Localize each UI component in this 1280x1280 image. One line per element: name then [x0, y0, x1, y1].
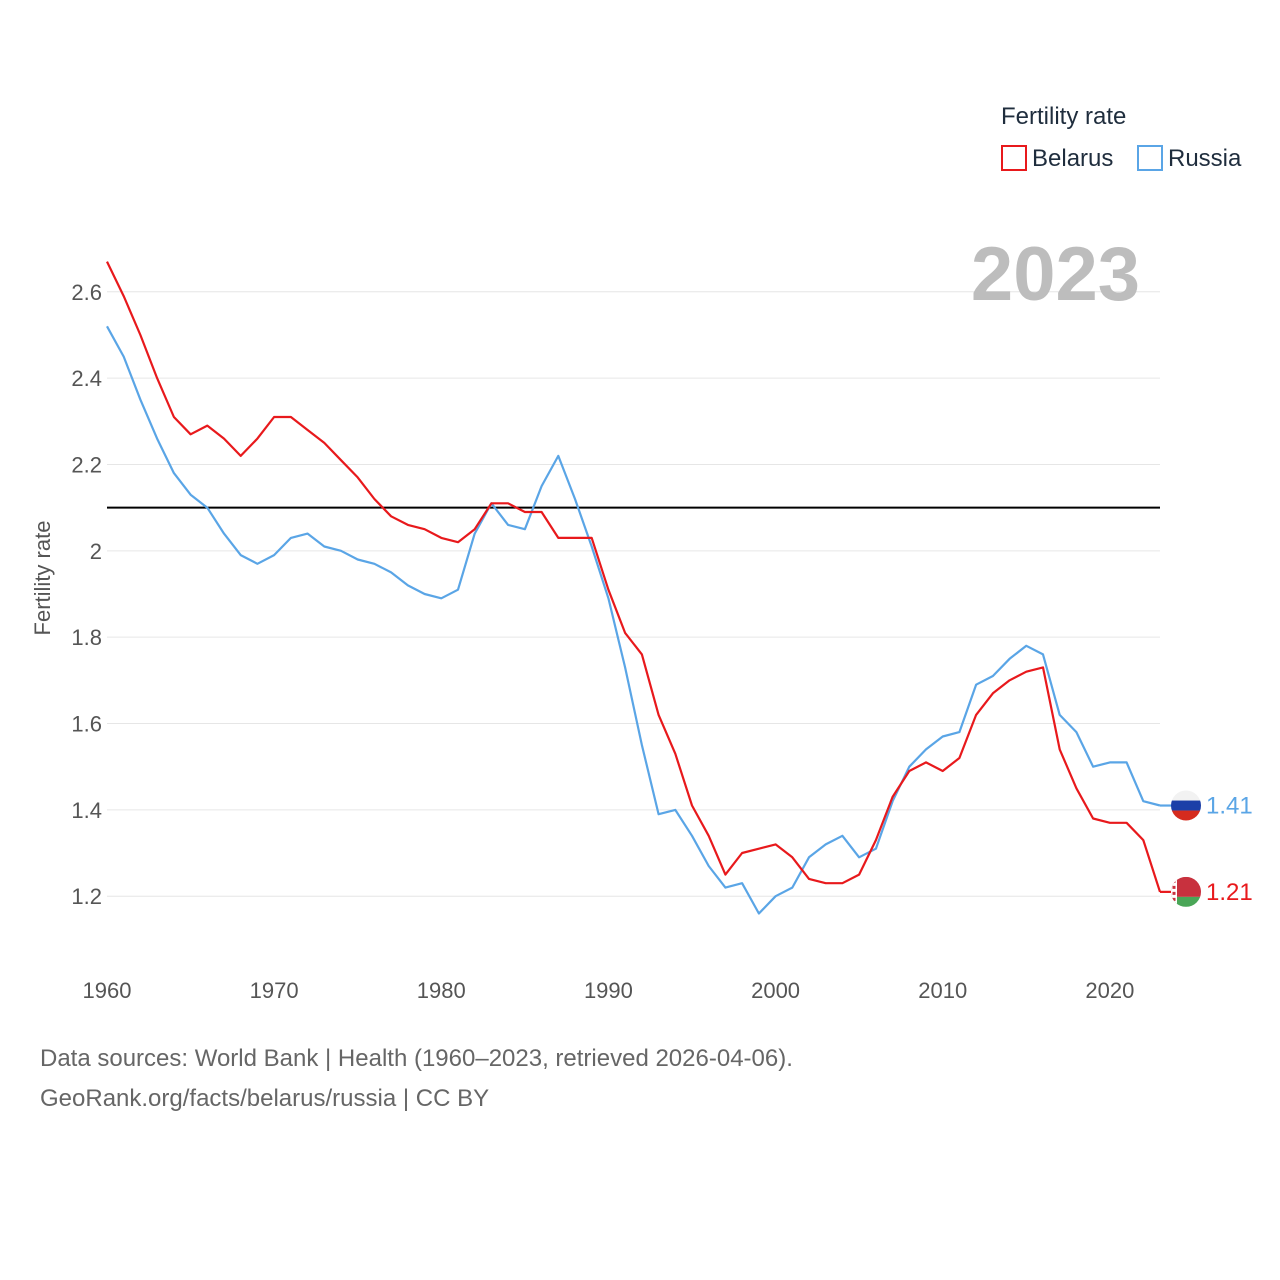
y-axis-title: Fertility rate	[30, 521, 55, 636]
x-tick-label: 1960	[83, 978, 132, 1003]
y-tick-label: 2	[90, 539, 102, 564]
x-tick-label: 2020	[1085, 978, 1134, 1003]
series-lines	[106, 261, 1162, 915]
x-axis-ticks: 1960 1970 1980 1990 2000 2010 2020	[83, 978, 1135, 1003]
series-endpoints: 1.21 1.41	[1160, 790, 1253, 907]
x-tick-label: 1990	[584, 978, 633, 1003]
legend-label-russia: Russia	[1168, 145, 1242, 172]
russia-flag-icon	[1171, 790, 1201, 821]
y-tick-label: 2.6	[71, 280, 102, 305]
y-tick-label: 2.2	[71, 452, 102, 477]
legend-item-russia[interactable]: Russia	[1137, 145, 1242, 172]
series-line-belarus	[106, 261, 1162, 893]
end-value-label-russia: 1.41	[1206, 793, 1253, 820]
footer-attribution[interactable]: GeoRank.org/facts/belarus/russia | CC BY	[40, 1085, 490, 1112]
belarus-flag-icon	[1171, 876, 1201, 907]
x-tick-label: 1980	[417, 978, 466, 1003]
series-line-russia	[106, 325, 1161, 915]
footer-sources: Data sources: World Bank | Health (1960–…	[40, 1045, 793, 1072]
grid-lines	[107, 291, 1160, 897]
end-value-label-belarus: 1.21	[1206, 879, 1253, 906]
legend: Fertility rate Belarus Russia	[1001, 103, 1242, 172]
year-label: 2023	[971, 232, 1140, 317]
legend-swatch-belarus	[1001, 145, 1027, 171]
y-tick-label: 1.8	[71, 625, 102, 650]
legend-item-belarus[interactable]: Belarus	[1001, 145, 1113, 172]
x-tick-label: 2000	[751, 978, 800, 1003]
line-chart: 1.2 1.4 1.6 1.8 2 2.2 2.4 2.6 1960 1970 1980 1990 2…	[30, 103, 1253, 1003]
x-tick-label: 1970	[250, 978, 299, 1003]
legend-title: Fertility rate	[1001, 103, 1126, 130]
y-tick-label: 2.4	[71, 366, 102, 391]
y-tick-label: 1.4	[71, 798, 102, 823]
legend-label-belarus: Belarus	[1032, 145, 1113, 172]
y-tick-label: 1.2	[71, 884, 102, 909]
y-axis-ticks: 1.2 1.4 1.6 1.8 2 2.2 2.4 2.6	[71, 280, 102, 909]
legend-swatch-russia	[1137, 145, 1163, 171]
x-tick-label: 2010	[918, 978, 967, 1003]
y-tick-label: 1.6	[71, 712, 102, 737]
